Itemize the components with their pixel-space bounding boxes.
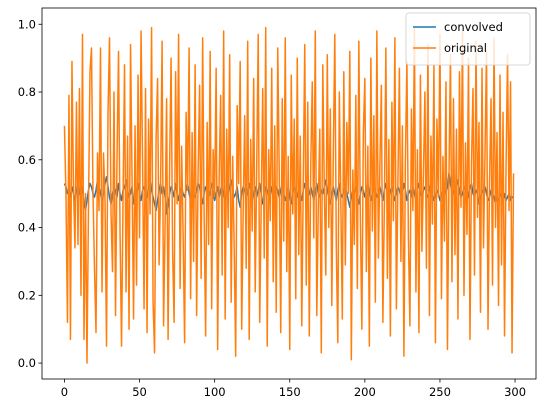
legend-label: convolved — [444, 20, 503, 34]
y-tick-label: 1.0 — [18, 17, 36, 31]
y-tick-label: 0.0 — [18, 356, 36, 370]
x-tick-label: 0 — [61, 385, 68, 399]
x-tick-label: 250 — [429, 385, 451, 399]
x-tick-label: 50 — [132, 385, 147, 399]
x-tick-label: 200 — [354, 385, 376, 399]
y-tick-label: 0.6 — [18, 153, 36, 167]
axes-frame — [41, 7, 537, 380]
legend-box — [405, 12, 531, 66]
x-tick-label: 150 — [279, 385, 301, 399]
x-tick-label: 300 — [504, 385, 526, 399]
line-series — [63, 26, 515, 364]
x-tick-label: 100 — [204, 385, 226, 399]
y-tick-label: 0.2 — [18, 288, 36, 302]
legend-label: original — [444, 41, 487, 55]
y-tick-label: 0.8 — [18, 85, 36, 99]
y-tick-label: 0.4 — [18, 221, 36, 235]
